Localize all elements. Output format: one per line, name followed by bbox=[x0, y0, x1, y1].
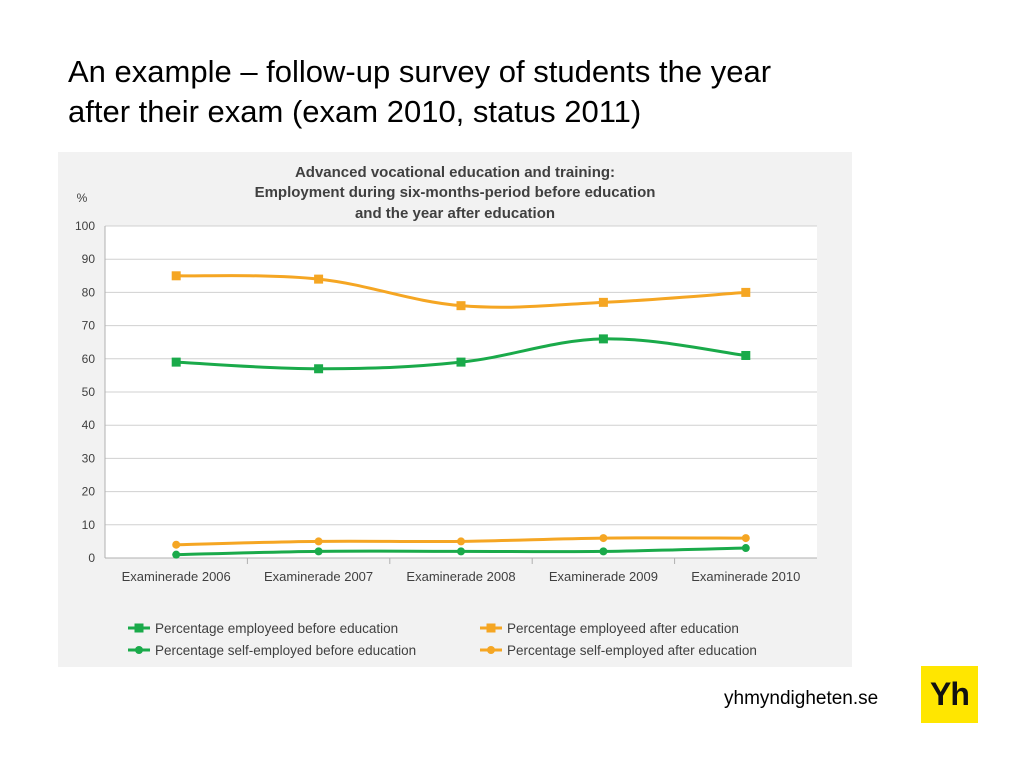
chart-title-line-1: Advanced vocational education and traini… bbox=[295, 164, 615, 181]
data-point bbox=[598, 297, 608, 307]
y-tick-label: 0 bbox=[88, 551, 95, 565]
data-point bbox=[456, 301, 466, 311]
x-tick-label: Examinerade 2010 bbox=[691, 569, 800, 584]
y-tick-label: 70 bbox=[82, 319, 96, 333]
data-point bbox=[172, 550, 181, 559]
data-point bbox=[599, 534, 608, 543]
legend: Percentage employeed before education Per… bbox=[128, 621, 757, 658]
data-point bbox=[599, 547, 608, 556]
data-point bbox=[314, 274, 324, 284]
data-point bbox=[456, 357, 466, 367]
y-tick-label: 40 bbox=[82, 418, 96, 432]
slide-title-line-2: after their exam (exam 2010, status 2011… bbox=[68, 94, 642, 129]
chart-panel: Advanced vocational education and traini… bbox=[58, 152, 852, 667]
y-tick-label: 90 bbox=[82, 252, 96, 266]
series-2 bbox=[172, 544, 750, 559]
line-chart: Advanced vocational education and traini… bbox=[75, 164, 817, 658]
data-point bbox=[457, 537, 465, 546]
legend-swatch-marker bbox=[486, 623, 496, 633]
data-point bbox=[171, 357, 181, 367]
grid-layer: 0 10 20 30 40 50 60 70 80 90 100 Examinerade 2006 Ex… bbox=[75, 219, 817, 584]
legend-label: Percentage employeed before education bbox=[155, 621, 398, 636]
data-point bbox=[314, 364, 324, 374]
x-tick-label: Examinerade 2008 bbox=[406, 569, 515, 584]
y-tick-label: 60 bbox=[82, 352, 96, 366]
y-tick-label: 50 bbox=[82, 385, 96, 399]
legend-label: Percentage self-employed before educatio… bbox=[155, 643, 416, 658]
data-point bbox=[457, 547, 465, 556]
chart-title-line-2: Employment during six-months-period befo… bbox=[255, 184, 656, 201]
x-tick-label: Examinerade 2007 bbox=[264, 569, 373, 584]
legend-item: Percentage self-employed after education bbox=[480, 643, 757, 658]
site-url[interactable]: yhmyndigheten.se bbox=[724, 688, 879, 709]
slide-title-line-1: An example – follow-up survey of student… bbox=[68, 54, 772, 89]
legend-swatch-marker bbox=[487, 646, 495, 654]
data-point bbox=[314, 537, 323, 546]
data-point bbox=[171, 271, 181, 281]
data-point bbox=[741, 534, 750, 543]
y-axis-label: % bbox=[77, 191, 88, 205]
y-tick-label: 20 bbox=[82, 485, 96, 499]
legend-swatch-marker bbox=[135, 646, 143, 654]
series-layer bbox=[171, 271, 751, 559]
x-tick-label: Examinerade 2006 bbox=[122, 569, 231, 584]
legend-item: Percentage employeed before education bbox=[128, 621, 398, 636]
yh-logo: Yh bbox=[921, 666, 978, 723]
y-tick-label: 30 bbox=[82, 451, 96, 465]
data-point bbox=[741, 350, 751, 360]
legend-item: Percentage self-employed before educatio… bbox=[128, 643, 416, 658]
legend-label: Percentage employeed after education bbox=[507, 621, 739, 636]
legend-item: Percentage employeed after education bbox=[480, 621, 739, 636]
slide-title: An example – follow-up survey of student… bbox=[68, 52, 988, 132]
y-tick-label: 100 bbox=[75, 219, 95, 233]
data-point bbox=[598, 334, 608, 344]
legend-swatch-marker bbox=[134, 623, 144, 633]
chart-title-line-3: and the year after education bbox=[355, 205, 555, 222]
data-point bbox=[172, 540, 181, 549]
y-tick-label: 10 bbox=[82, 518, 96, 532]
data-point bbox=[741, 544, 750, 553]
y-tick-label: 80 bbox=[82, 285, 96, 299]
data-point bbox=[741, 287, 751, 297]
data-point bbox=[314, 547, 323, 556]
legend-label: Percentage self-employed after education bbox=[507, 643, 757, 658]
series-3 bbox=[172, 534, 750, 549]
series-1 bbox=[171, 271, 751, 311]
x-tick-label: Examinerade 2009 bbox=[549, 569, 658, 584]
series-0 bbox=[171, 334, 751, 374]
